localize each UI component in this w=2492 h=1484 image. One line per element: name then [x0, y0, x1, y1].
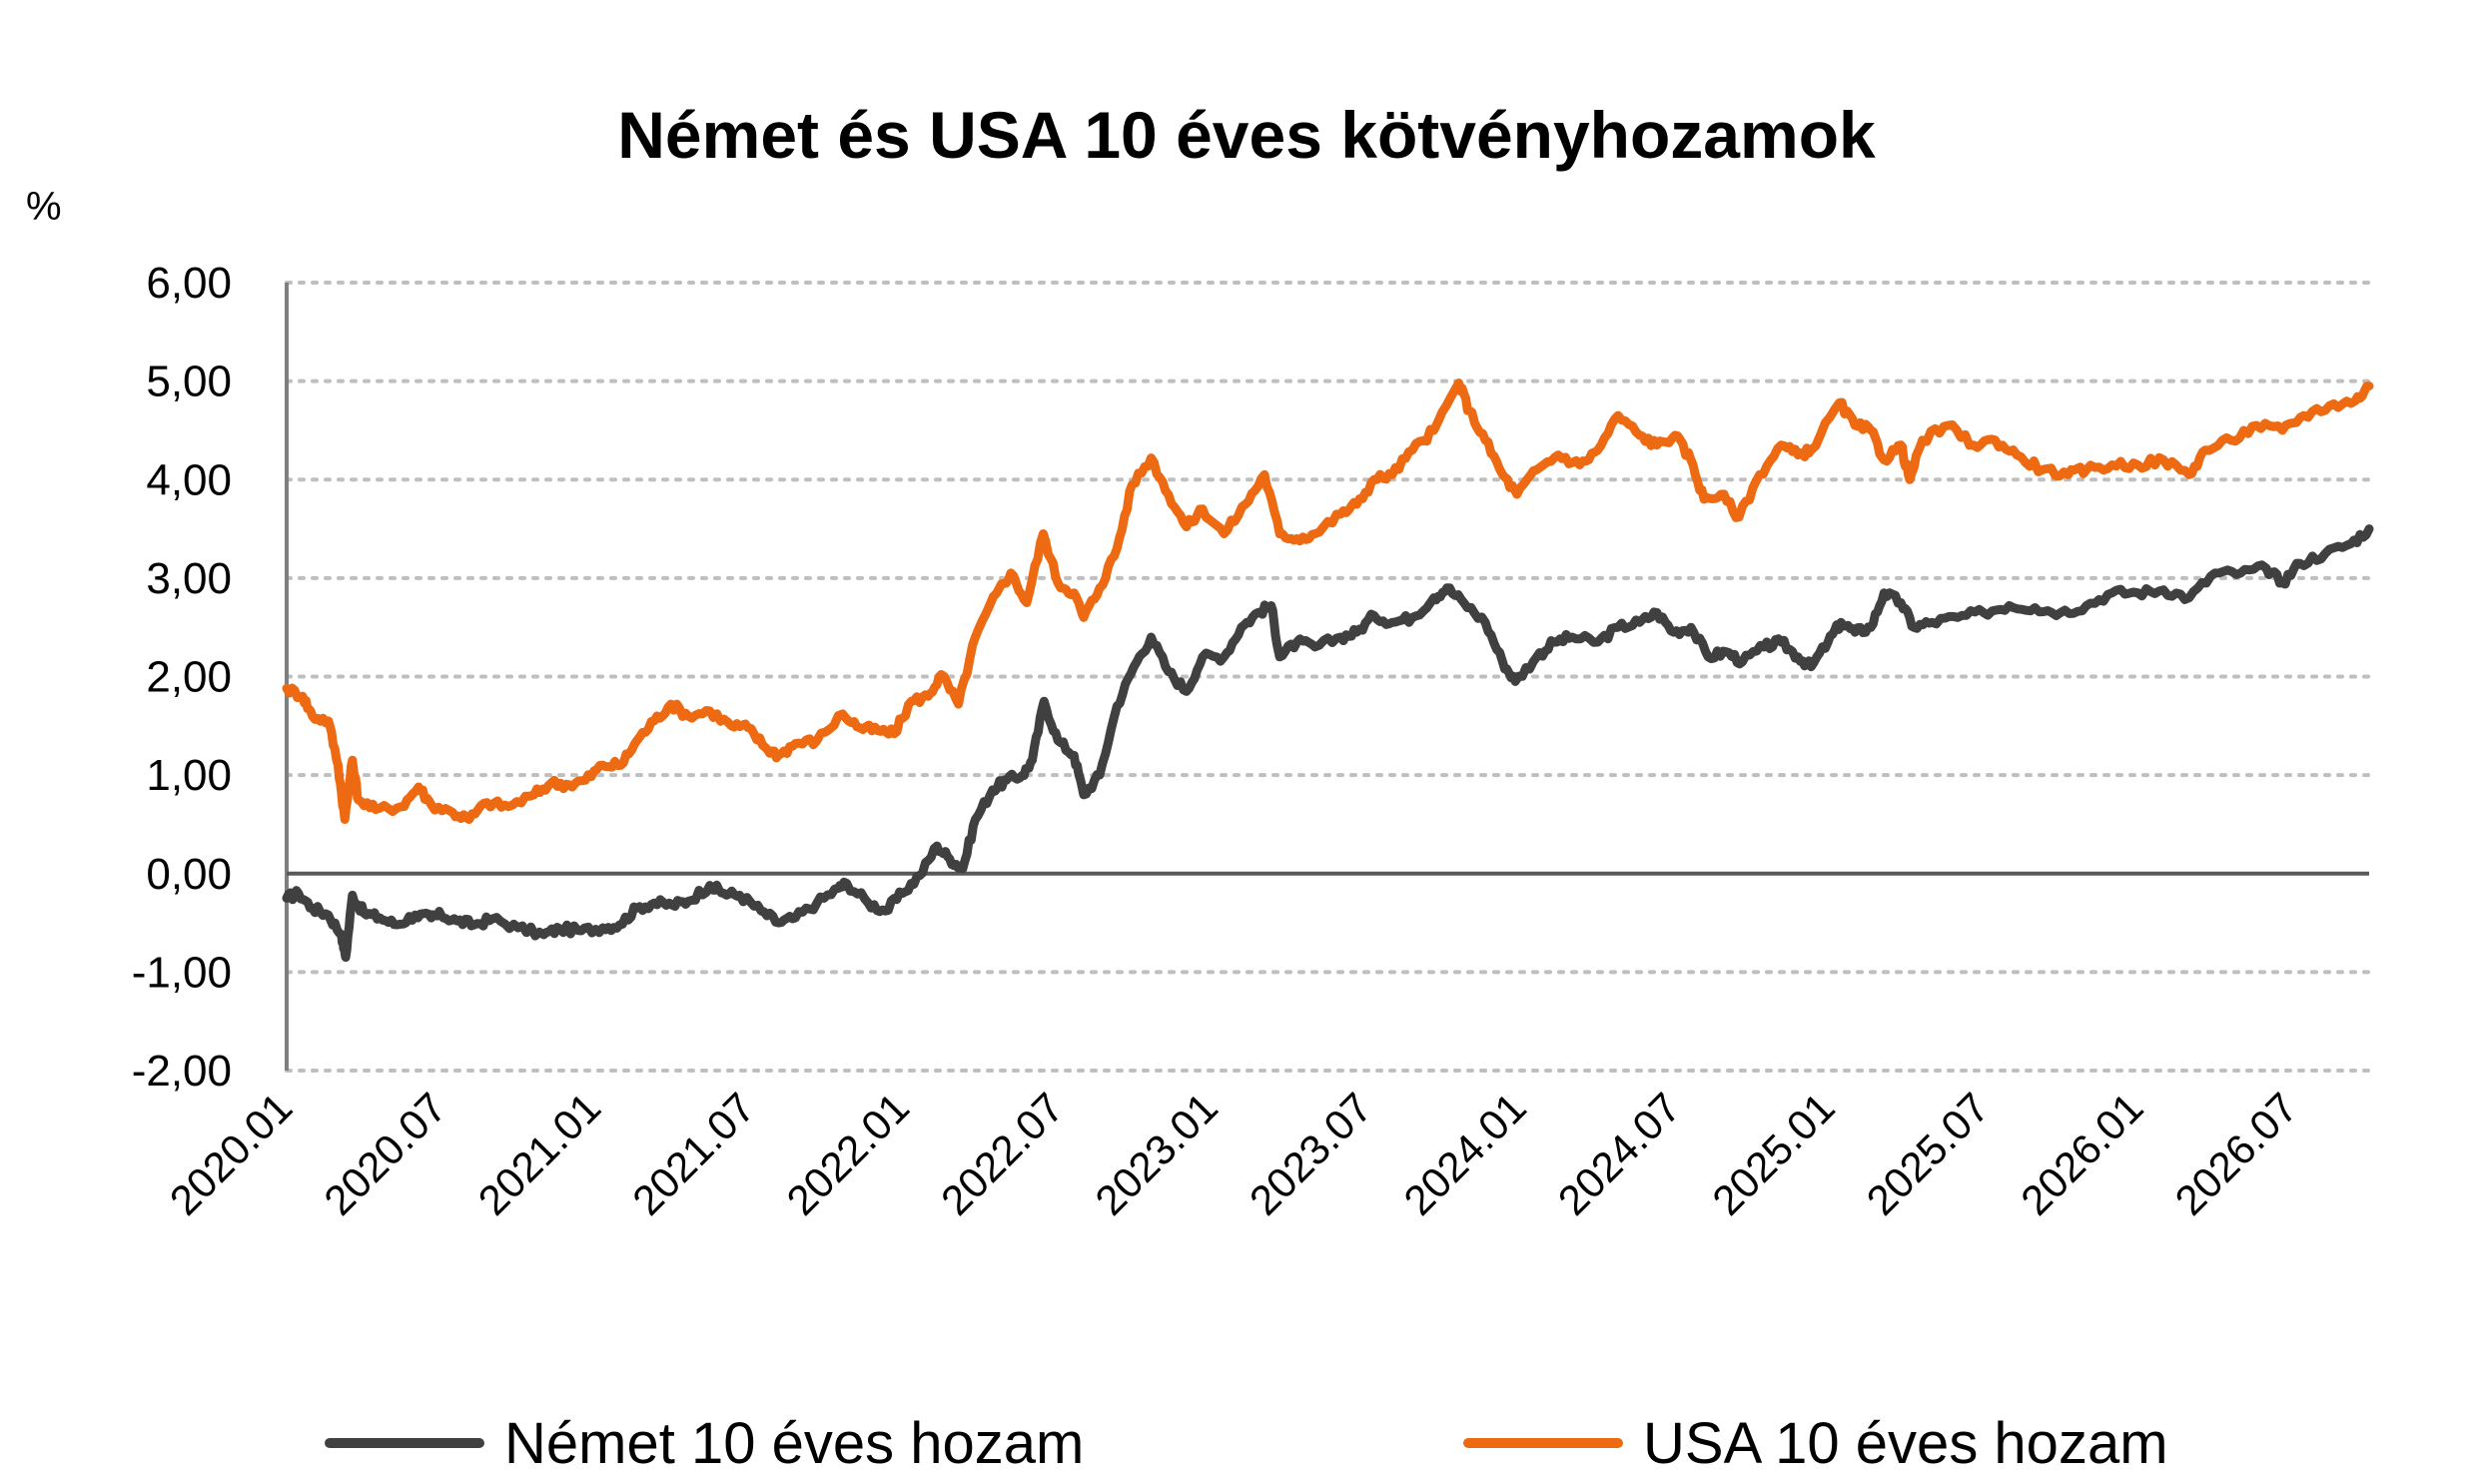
y-tick-label: -1,00	[132, 948, 232, 997]
x-tick-label: 2024.01	[1394, 1084, 1535, 1224]
y-tick-label: 6,00	[146, 259, 232, 308]
y-tick-labels: 6,00 5,00 4,00 3,00 2,00 1,00 0,00 -1,00 -2,00	[132, 259, 232, 1096]
x-tick-label: 2020.07	[315, 1084, 455, 1224]
y-tick-label: 5,00	[146, 358, 232, 406]
y-tick-label: 1,00	[146, 751, 232, 800]
x-tick-label: 2022.07	[932, 1084, 1073, 1224]
legend-label-german: Német 10 éves hozam	[504, 1411, 1084, 1476]
x-tick-label: 2023.01	[1086, 1084, 1227, 1224]
x-tick-label: 2021.01	[469, 1084, 610, 1224]
x-tick-label: 2025.01	[1703, 1084, 1844, 1224]
x-tick-label: 2024.07	[1549, 1084, 1690, 1224]
legend: Német 10 éves hozam USA 10 éves hozam	[325, 1411, 2168, 1476]
x-tick-label: 2023.07	[1241, 1084, 1381, 1224]
x-tick-label: 2025.07	[1858, 1084, 1999, 1224]
y-axis-unit-label: %	[26, 185, 62, 229]
y-tick-label: 4,00	[146, 455, 232, 504]
x-tick-label: 2020.01	[161, 1084, 302, 1224]
x-tick-label: 2022.01	[778, 1084, 919, 1224]
series-line-german	[282, 524, 2374, 963]
legend-item-usa: USA 10 éves hozam	[1463, 1411, 2168, 1476]
chart-title: Német és USA 10 éves kötvényhozamok	[617, 98, 1876, 172]
axes	[285, 283, 2369, 1071]
x-tick-label: 2021.07	[623, 1084, 764, 1224]
series-line-usa	[282, 378, 2374, 824]
x-tick-label: 2026.01	[2012, 1084, 2152, 1224]
legend-label-usa: USA 10 éves hozam	[1643, 1411, 2168, 1476]
y-tick-label: 3,00	[146, 554, 232, 603]
y-tick-label: -2,00	[132, 1047, 232, 1096]
y-tick-label: 2,00	[146, 653, 232, 702]
series-lines	[282, 378, 2374, 963]
x-tick-labels: 2020.01 2020.07 2021.01 2021.07 2022.01 2022.…	[161, 1084, 2306, 1224]
grid-lines	[285, 281, 2371, 1073]
y-tick-label: 0,00	[146, 850, 232, 899]
x-tick-label: 2026.07	[2166, 1084, 2307, 1224]
legend-item-german: Német 10 éves hozam	[325, 1411, 1084, 1476]
